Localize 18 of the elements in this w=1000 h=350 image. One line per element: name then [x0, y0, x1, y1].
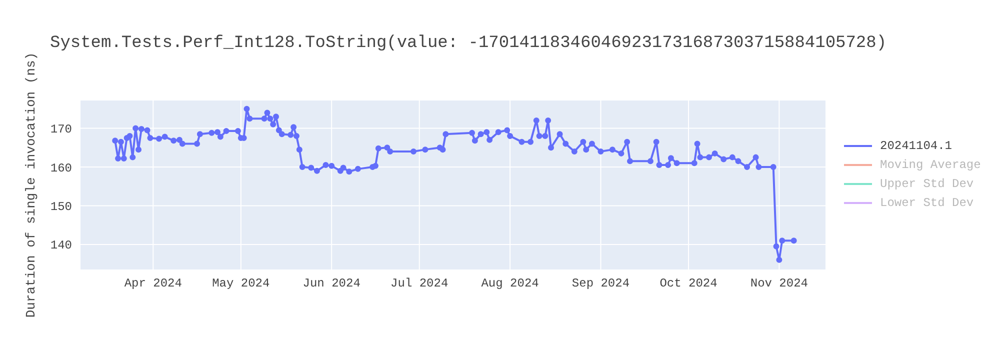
chart-title: System.Tests.Perf_Int128.ToString(value: -170141183460469231731687303715884105728)	[50, 34, 887, 53]
x-tick-label: Jul 2024	[390, 276, 448, 291]
legend-label: Upper Std Dev	[880, 176, 974, 190]
x-tick-label: Apr 2024	[124, 276, 182, 291]
x-tick-label: Sep 2024	[572, 276, 630, 291]
legend-label: Moving Average	[880, 158, 981, 172]
y-tick-label: 150	[50, 200, 72, 214]
y-tick-label: 140	[50, 238, 72, 253]
x-tick-label: Oct 2024	[660, 276, 718, 291]
y-tick-label: 170	[50, 122, 72, 137]
x-tick-label: May 2024	[212, 276, 270, 291]
x-tick-label: Nov 2024	[750, 276, 808, 291]
x-tick-label: Jun 2024	[302, 276, 360, 291]
y-tick-label: 160	[50, 161, 72, 176]
legend-label: Lower Std Dev	[880, 196, 974, 210]
legend-label: 20241104.1	[880, 138, 952, 152]
x-tick-label: Aug 2024	[481, 276, 539, 291]
y-axis-title: Duration of single invocation (ns)	[24, 52, 39, 318]
